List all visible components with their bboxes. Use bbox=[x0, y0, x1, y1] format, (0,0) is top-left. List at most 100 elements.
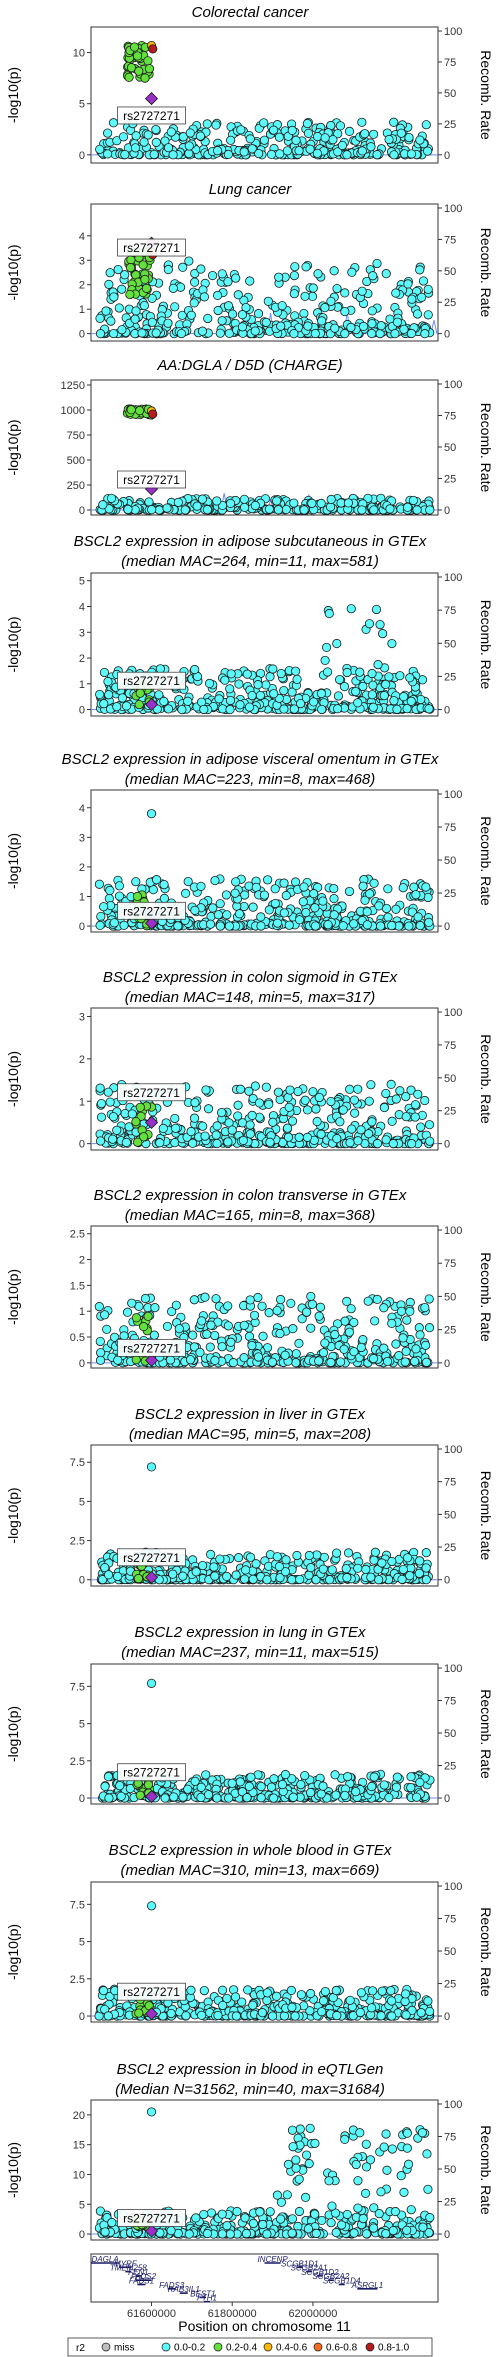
snp-point bbox=[202, 119, 212, 129]
panel-title-line: BSCL2 expression in adipose subcutaneous… bbox=[74, 533, 427, 550]
snp-point bbox=[381, 2229, 391, 2239]
y2-tick-label: 50 bbox=[444, 2164, 456, 2176]
snp-point bbox=[231, 2011, 241, 2021]
snp-point bbox=[106, 316, 116, 326]
y2-tick-label: 25 bbox=[444, 474, 456, 486]
snp-point bbox=[237, 322, 248, 332]
y-tick-label: 10 bbox=[73, 2169, 85, 2181]
snp-point bbox=[212, 1138, 222, 1149]
snp-point bbox=[248, 2000, 258, 2010]
snp-point-top bbox=[146, 2107, 157, 2117]
y2-tick-label: 100 bbox=[444, 1663, 462, 1675]
snp-point bbox=[345, 1138, 355, 1148]
snp-point bbox=[186, 1985, 196, 1995]
snp-point bbox=[368, 2223, 379, 2233]
snp-point bbox=[367, 1781, 377, 1792]
snp-point bbox=[242, 669, 252, 679]
snp-point bbox=[421, 120, 431, 130]
snp-point bbox=[215, 921, 225, 931]
snp-point bbox=[331, 1548, 342, 1558]
snp-point-ld bbox=[148, 44, 158, 54]
snp-point bbox=[223, 149, 234, 159]
lead-snp-label: rs2727271 bbox=[123, 1551, 180, 1565]
snp-point bbox=[276, 1294, 286, 1305]
y-tick-label: 2 bbox=[79, 280, 85, 292]
snp-point bbox=[418, 2222, 428, 2232]
y2-tick-label: 50 bbox=[444, 1509, 456, 1521]
y2-tick-label: 25 bbox=[444, 1325, 456, 1337]
snp-point bbox=[225, 684, 235, 694]
snp-point bbox=[256, 912, 266, 922]
y2-tick-label: 25 bbox=[444, 2197, 456, 2209]
snp-point bbox=[391, 288, 401, 298]
points-group bbox=[95, 246, 435, 339]
snp-point bbox=[407, 1139, 417, 1149]
snp-point bbox=[184, 148, 194, 159]
snp-point bbox=[265, 1137, 275, 1147]
y2-tick-label: 25 bbox=[444, 671, 456, 683]
snp-point bbox=[95, 1083, 105, 1093]
lead-snp-label: rs2727271 bbox=[123, 241, 180, 255]
snp-point bbox=[379, 2142, 389, 2152]
y-tick-label: 2.5 bbox=[70, 1536, 85, 1548]
points-group bbox=[94, 1901, 435, 2021]
snp-point bbox=[247, 1340, 257, 1351]
y-tick-label: 3 bbox=[79, 255, 85, 267]
y2-tick-label: 0 bbox=[444, 1575, 450, 1587]
snp-point bbox=[318, 1781, 328, 1791]
snp-point bbox=[312, 1116, 322, 1127]
snp-point bbox=[159, 879, 169, 890]
snp-point bbox=[166, 2008, 176, 2019]
snp-point bbox=[384, 134, 394, 145]
snp-point bbox=[288, 2142, 298, 2152]
snp-point bbox=[388, 1139, 398, 1149]
snp-point bbox=[233, 290, 243, 300]
snp-point bbox=[353, 1084, 363, 1094]
y2-tick-label: 50 bbox=[444, 1073, 456, 1085]
y-tick-label: 0 bbox=[79, 1139, 85, 1151]
snp-point bbox=[289, 704, 299, 714]
snp-point bbox=[294, 2174, 304, 2184]
snp-point bbox=[104, 1793, 114, 1803]
snp-point bbox=[221, 890, 231, 900]
snp-point bbox=[420, 329, 430, 339]
snp-point bbox=[402, 2128, 412, 2138]
y-tick-label: 0 bbox=[79, 1575, 85, 1587]
snp-point bbox=[415, 135, 425, 145]
snp-point bbox=[251, 882, 261, 892]
y-tick-label: 5 bbox=[79, 1937, 85, 1949]
snp-point bbox=[149, 149, 159, 160]
snp-point bbox=[351, 2159, 361, 2170]
snp-point bbox=[355, 2128, 365, 2138]
snp-point bbox=[364, 1129, 374, 1139]
snp-point bbox=[212, 1793, 222, 1803]
snp-point bbox=[349, 1317, 359, 1328]
snp-point bbox=[415, 1777, 425, 1788]
y-tick-label: 500 bbox=[67, 455, 85, 467]
snp-point bbox=[415, 1556, 425, 1566]
y2-tick-label: 75 bbox=[444, 605, 456, 617]
snp-point bbox=[248, 1574, 258, 1584]
y-tick-label: 2.5 bbox=[70, 1756, 85, 1768]
snp-point bbox=[269, 125, 279, 135]
snp-point bbox=[168, 1569, 178, 1579]
snp-point bbox=[329, 910, 339, 920]
snp-point bbox=[398, 1333, 408, 1343]
snp-point bbox=[217, 1342, 227, 1352]
snp-point bbox=[100, 2227, 110, 2237]
points-group bbox=[97, 1678, 435, 1803]
y-tick-label: 2 bbox=[79, 1255, 85, 1267]
snp-point bbox=[387, 1116, 397, 1126]
snp-point bbox=[226, 1337, 236, 1347]
snp-point bbox=[391, 1782, 402, 1792]
y2-axis-label: Recomb. Rate bbox=[478, 600, 494, 690]
snp-point bbox=[121, 701, 132, 711]
snp-point bbox=[211, 120, 221, 130]
snp-point bbox=[290, 262, 300, 272]
snp-point bbox=[332, 1134, 342, 1144]
snp-point bbox=[424, 1323, 435, 1333]
snp-point bbox=[107, 2217, 117, 2228]
y-tick-label: 1000 bbox=[61, 405, 85, 417]
snp-point bbox=[306, 1988, 316, 1999]
snp-point bbox=[227, 1125, 237, 1135]
